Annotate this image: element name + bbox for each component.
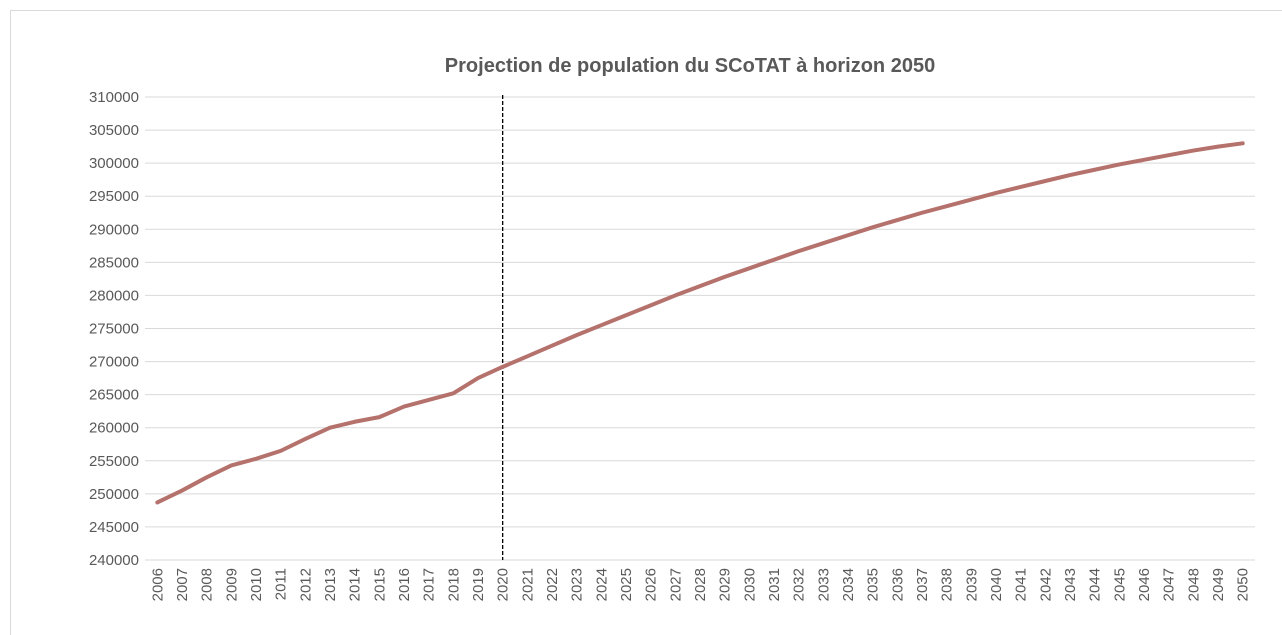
x-tick-label: 2025: [618, 568, 635, 601]
x-tick-label: 2022: [544, 568, 561, 601]
x-tick-label: 2048: [1185, 568, 1202, 601]
x-tick-label: 2046: [1136, 568, 1153, 601]
y-tick-label: 270000: [89, 354, 139, 371]
y-tick-label: 300000: [89, 155, 139, 172]
x-tick-label: 2034: [840, 568, 857, 601]
chart-title: Projection de population du SCoTAT à hor…: [445, 55, 935, 77]
x-tick-label: 2042: [1037, 568, 1054, 601]
y-tick-label: 285000: [89, 254, 139, 271]
x-tick-label: 2029: [717, 568, 734, 601]
x-tick-label: 2017: [421, 568, 438, 601]
x-tick-label: 2049: [1210, 568, 1227, 601]
x-tick-label: 2038: [939, 568, 956, 601]
x-tick-label: 2032: [791, 568, 808, 601]
data-line: [155, 141, 1245, 505]
x-tick-label: 2050: [1235, 568, 1252, 601]
x-tick-label: 2026: [643, 568, 660, 601]
x-tick-label: 2008: [199, 568, 216, 601]
x-tick-label: 2033: [815, 568, 832, 601]
y-tick-label: 290000: [89, 221, 139, 238]
x-tick-label: 2041: [1013, 568, 1030, 601]
y-tick-label: 260000: [89, 420, 139, 437]
y-tick-label: 310000: [89, 89, 139, 106]
x-tick-label: 2028: [692, 568, 709, 601]
x-tick-label: 2044: [1087, 568, 1104, 601]
x-tick-label: 2009: [223, 568, 240, 601]
y-tick-label: 255000: [89, 453, 139, 470]
x-tick-label: 2016: [396, 568, 413, 601]
x-tick-label: 2035: [865, 568, 882, 601]
x-tick-label: 2006: [149, 568, 166, 601]
x-tick-label: 2043: [1062, 568, 1079, 601]
y-tick-label: 280000: [89, 287, 139, 304]
x-tick-label: 2019: [470, 568, 487, 601]
x-tick-label: 2040: [988, 568, 1005, 601]
x-tick-label: 2030: [741, 568, 758, 601]
chart-frame: [10, 10, 1282, 635]
y-tick-label: 265000: [89, 387, 139, 404]
x-tick-label: 2039: [963, 568, 980, 601]
y-tick-label: 305000: [89, 122, 139, 139]
x-tick-label: 2027: [667, 568, 684, 601]
y-tick-label: 250000: [89, 486, 139, 503]
x-tick-label: 2014: [347, 568, 364, 601]
y-tick-label: 245000: [89, 519, 139, 536]
x-tick-label: 2020: [495, 568, 512, 601]
y-tick-label: 240000: [89, 552, 139, 569]
x-tick-label: 2007: [174, 568, 191, 601]
x-tick-label: 2045: [1111, 568, 1128, 601]
x-tick-label: 2011: [273, 568, 290, 600]
x-tick-label: 2031: [766, 568, 783, 601]
x-tick-label: 2015: [371, 568, 388, 601]
x-tick-label: 2010: [248, 568, 265, 601]
x-tick-label: 2021: [519, 568, 536, 601]
x-tick-label: 2036: [889, 568, 906, 601]
y-tick-label: 295000: [89, 188, 139, 205]
x-tick-label: 2037: [914, 568, 931, 601]
x-tick-label: 2013: [322, 568, 339, 601]
x-tick-label: 2024: [593, 568, 610, 601]
x-tick-label: 2023: [569, 568, 586, 601]
x-tick-label: 2047: [1161, 568, 1178, 601]
x-tick-label: 2018: [445, 568, 462, 601]
y-tick-label: 275000: [89, 321, 139, 338]
x-tick-label: 2012: [297, 568, 314, 601]
